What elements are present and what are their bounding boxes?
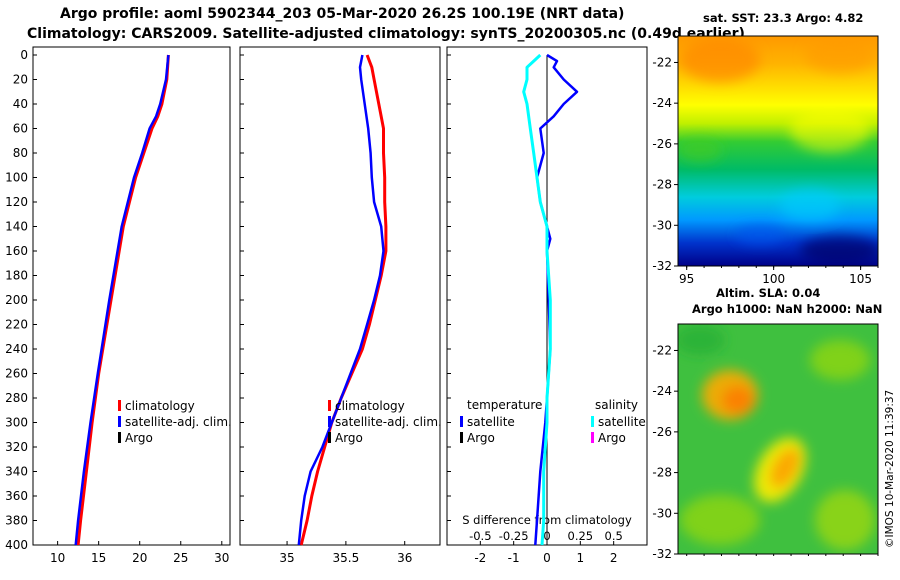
sst-map (678, 36, 878, 266)
depth-tick-label: 320 (5, 440, 28, 454)
legend-label: Argo (598, 431, 626, 445)
map-y-tick-label: -32 (652, 259, 672, 273)
legend-label: satellite-adj. clim. (125, 415, 232, 429)
x-tick-label: 1 (577, 551, 585, 565)
map-x-tick-label: 100 (762, 272, 785, 286)
x-tick-label: -1 (508, 551, 520, 565)
x-tick-secondary-label: 0.25 (568, 529, 594, 543)
legend-label: Argo (335, 431, 363, 445)
legend-swatch (118, 416, 121, 427)
x-tick-label: -2 (474, 551, 486, 565)
map-y-tick-label: -28 (652, 178, 672, 192)
map-y-tick-label: -26 (652, 137, 672, 151)
x-tick-label: 36 (397, 551, 412, 565)
depth-tick-label: 240 (5, 342, 28, 356)
sla-map-subtitle: Argo h1000: NaN h2000: NaN (692, 302, 883, 316)
x-tick-label: 35 (279, 551, 294, 565)
depth-tick-label: 40 (13, 97, 28, 111)
x-tick-label: 15 (91, 551, 106, 565)
depth-tick-label: 80 (13, 146, 28, 160)
legend-swatch (460, 416, 463, 427)
map-y-tick-label: -30 (652, 218, 672, 232)
map-y-tick-label: -24 (652, 96, 672, 110)
map-y-tick-label: -24 (652, 384, 672, 398)
legend-group-heading: salinity (595, 398, 638, 412)
sla-map (678, 324, 878, 554)
x-tick-label: 35.5 (333, 551, 360, 565)
legend-swatch (328, 432, 331, 443)
depth-tick-label: 60 (13, 122, 28, 136)
x-tick-label: 25 (173, 551, 188, 565)
legend-swatch (460, 432, 463, 443)
satellite-adj-clim--line (74, 54, 170, 546)
depth-tick-label: 220 (5, 318, 28, 332)
map-y-tick-label: -30 (652, 506, 672, 520)
depth-tick-label: 20 (13, 73, 28, 87)
depth-tick-label: 0 (20, 48, 28, 62)
sla-map-title: Altim. SLA: 0.04 (716, 286, 821, 300)
depth-tick-label: 260 (5, 367, 28, 381)
legend-label: climatology (335, 399, 405, 413)
x-tick-secondary-label: -0.25 (499, 529, 529, 543)
map-y-tick-label: -32 (652, 547, 672, 561)
depth-tick-label: 300 (5, 416, 28, 430)
map-y-tick-label: -22 (652, 55, 672, 69)
legend-swatch (118, 400, 121, 411)
legend-swatch (328, 400, 331, 411)
legend-group-heading: temperature (467, 398, 542, 412)
legend-swatch (591, 416, 594, 427)
depth-tick-label: 400 (5, 538, 28, 552)
legend-label: satellite-adj. clim. (335, 415, 442, 429)
depth-tick-label: 380 (5, 514, 28, 528)
x-tick-label: 10 (50, 551, 65, 565)
legend-label: Argo (467, 431, 495, 445)
x-tick-label: 20 (132, 551, 147, 565)
x-tick-label: 30 (214, 551, 229, 565)
legend-label: satellite (467, 415, 515, 429)
satellite-adj-clim--line (297, 54, 385, 546)
depth-tick-label: 360 (5, 489, 28, 503)
sst-map-title: sat. SST: 23.3 Argo: 4.82 (703, 11, 864, 25)
depth-tick-label: 280 (5, 391, 28, 405)
title-line-2: Climatology: CARS2009. Satellite-adjuste… (27, 26, 745, 42)
legend-label: Argo (125, 431, 153, 445)
x-tick-secondary-label: 0.5 (605, 529, 623, 543)
depth-tick-label: 200 (5, 293, 28, 307)
map-x-tick-label: 105 (849, 272, 872, 286)
legend-swatch (118, 432, 121, 443)
legend-swatch (328, 416, 331, 427)
depth-tick-label: 140 (5, 220, 28, 234)
temperature-satellite-line (534, 53, 579, 546)
map-y-tick-label: -26 (652, 425, 672, 439)
salinity-satellite-line (522, 53, 552, 546)
x-tick-label: 2 (610, 551, 618, 565)
x-tick-secondary-label: -0.5 (469, 529, 491, 543)
depth-tick-label: 100 (5, 171, 28, 185)
legend-label: climatology (125, 399, 195, 413)
x-tick-label: 0 (543, 551, 551, 565)
depth-tick-label: 120 (5, 195, 28, 209)
depth-tick-label: 180 (5, 269, 28, 283)
legend-label: satellite (598, 415, 646, 429)
title-line-1: Argo profile: aoml 5902344_203 05-Mar-20… (60, 6, 625, 22)
depth-tick-label: 340 (5, 465, 28, 479)
climatology-line (76, 54, 170, 546)
map-x-tick-label: 95 (679, 272, 694, 286)
legend-swatch (591, 432, 594, 443)
map-y-tick-label: -22 (652, 343, 672, 357)
map-y-tick-label: -28 (652, 466, 672, 480)
depth-tick-label: 160 (5, 244, 28, 258)
